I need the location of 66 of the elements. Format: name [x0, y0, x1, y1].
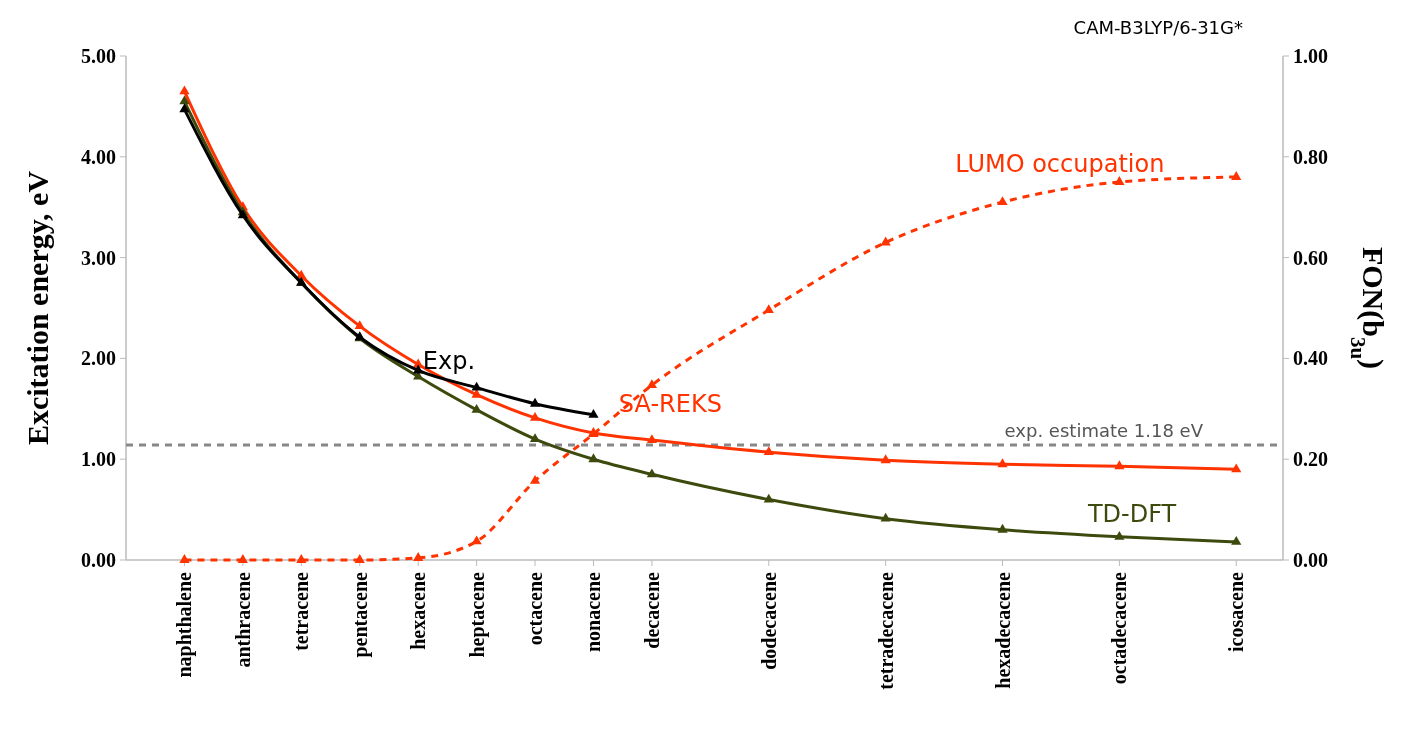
x-tick-label: naphthalene [173, 571, 197, 678]
y-tick-label: 4.00 [81, 145, 116, 168]
point [179, 85, 190, 95]
x-tick-label: pentacene [348, 571, 372, 658]
x-tick-label: anthracene [231, 571, 254, 668]
series-label: TD-DFT [1086, 499, 1177, 528]
point [237, 554, 248, 563]
point [471, 381, 482, 391]
y-tick-label: 2.00 [81, 347, 116, 370]
point [880, 512, 891, 522]
y-tick-label: 5.00 [81, 45, 116, 67]
x-tick-label: decacene [640, 571, 663, 649]
point [1114, 530, 1125, 540]
y2-tick-label: 0.60 [1293, 246, 1328, 269]
x-tick-label: dodecacene [757, 571, 780, 670]
point [354, 554, 365, 563]
y-tick-label: 0.00 [81, 549, 116, 571]
point [413, 364, 424, 374]
point [354, 320, 365, 330]
y-axis-title: Excitation energy, eV [21, 170, 54, 446]
point [997, 523, 1008, 533]
point [763, 446, 774, 456]
y2-tick-label: 0.20 [1293, 448, 1328, 471]
x-tick-label: octadecacene [1108, 571, 1131, 685]
y-tick-label: 3.00 [81, 246, 116, 269]
point [529, 411, 541, 421]
series-label: LUMO occupation [955, 150, 1165, 178]
x-tick-label: hexacene [407, 571, 430, 650]
point [1114, 460, 1125, 470]
text: CAM-B3LYP/6-31G* [1073, 17, 1243, 38]
point [179, 103, 190, 113]
point [763, 304, 774, 313]
x-tick-label: octacene [524, 571, 547, 646]
y2-tick-label: 0.40 [1293, 347, 1328, 370]
x-tick-label: tetracene [290, 571, 313, 651]
x-tick-label: tetradecacene [874, 571, 897, 690]
point [179, 95, 190, 105]
point [179, 554, 190, 563]
point [471, 535, 482, 545]
point [646, 434, 658, 443]
point [997, 458, 1008, 468]
point [646, 379, 658, 389]
point [588, 408, 599, 418]
series-label: Exp. [422, 346, 476, 375]
point [1231, 171, 1242, 180]
y2-tick-label: 0.00 [1293, 549, 1328, 571]
point [413, 552, 424, 561]
point [529, 397, 541, 407]
point [646, 468, 658, 478]
y2-tick-label: 1.00 [1293, 45, 1328, 67]
point [1231, 463, 1242, 473]
x-tick-label: nonacene [582, 571, 605, 652]
x-tick-label: hexadecacene [991, 571, 1014, 689]
point [880, 454, 891, 464]
ref-line-label: exp. estimate 1.18 eV [1004, 420, 1204, 442]
point [529, 474, 541, 484]
y2-tick-label: 0.80 [1293, 145, 1328, 168]
point [997, 196, 1008, 206]
point [588, 453, 599, 463]
point [471, 403, 482, 413]
x-tick-label: icosacene [1225, 571, 1248, 652]
series-label: SA-REKS [618, 390, 722, 419]
point [1231, 535, 1242, 545]
x-tick-label: heptacene [465, 571, 489, 658]
point [296, 554, 307, 563]
y-tick-label: 1.00 [81, 448, 116, 471]
